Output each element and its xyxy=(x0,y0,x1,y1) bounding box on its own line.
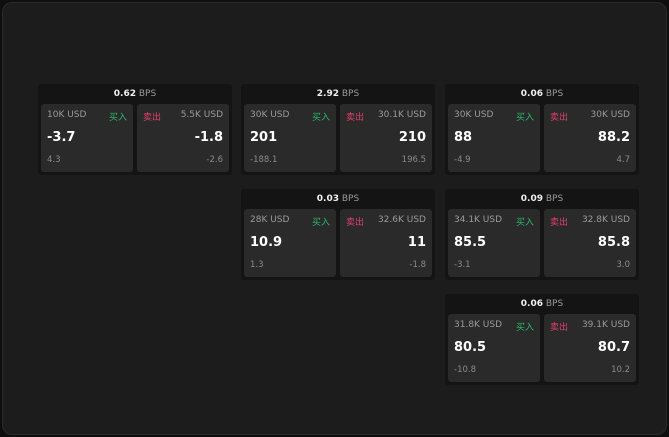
spread-value: 0.06 xyxy=(520,89,543,99)
spread-value: 2.92 xyxy=(316,89,339,99)
buy-label: 买入 xyxy=(311,218,330,228)
buy-label: 买入 xyxy=(108,113,127,123)
bid-price: 10.9 xyxy=(250,235,283,250)
sell-cell[interactable]: 卖出 30.1K USD 210 196.5 xyxy=(340,104,432,172)
spread-value: 0.62 xyxy=(113,89,136,99)
spread-header: 0.62 BPS xyxy=(38,84,232,104)
ask-price: 85.8 xyxy=(597,235,630,250)
ask-price: 80.7 xyxy=(597,340,630,355)
buy-label: 买入 xyxy=(515,323,534,333)
spread-value: 0.06 xyxy=(520,299,543,309)
buy-label: 买入 xyxy=(311,113,330,123)
ask-change: 4.7 xyxy=(616,155,630,165)
buy-label: 买入 xyxy=(515,218,534,228)
spread-header: 0.06 BPS xyxy=(445,294,639,314)
buy-cell[interactable]: 10K USD 买入 -3.7 4.3 xyxy=(41,104,133,172)
bid-change: -188.1 xyxy=(250,155,278,165)
quote-panel: 0.09 BPS 34.1K USD 买入 85.5 -3.1 卖出 32.8K U… xyxy=(445,189,639,280)
spread-unit: BPS xyxy=(341,194,360,204)
ask-price: 210 xyxy=(398,130,426,145)
spread-header: 0.03 BPS xyxy=(241,189,435,209)
bid-size: 10K USD xyxy=(47,110,87,120)
sell-cell[interactable]: 卖出 32.6K USD 11 -1.8 xyxy=(340,209,432,277)
ask-price: 11 xyxy=(407,235,426,250)
ask-change: 10.2 xyxy=(611,365,630,375)
spread-value: 0.09 xyxy=(520,194,543,204)
spread-header: 0.09 BPS xyxy=(445,189,639,209)
ask-change: -2.6 xyxy=(206,155,223,165)
spread-unit: BPS xyxy=(138,89,157,99)
sell-label: 卖出 xyxy=(550,218,569,228)
quote-panel: 0.03 BPS 28K USD 买入 10.9 1.3 卖出 32.6K USD … xyxy=(241,189,435,280)
quote-panel: 0.06 BPS 31.8K USD 买入 80.5 -10.8 卖出 39.1K … xyxy=(445,294,639,385)
bid-size: 28K USD xyxy=(250,215,290,225)
sell-cell[interactable]: 卖出 5.5K USD -1.8 -2.6 xyxy=(137,104,229,172)
sell-cell[interactable]: 卖出 32.8K USD 85.8 3.0 xyxy=(544,209,636,277)
bid-price: 85.5 xyxy=(454,235,487,250)
sell-label: 卖出 xyxy=(143,113,162,123)
bid-size: 34.1K USD xyxy=(454,215,503,225)
ask-size: 30.1K USD xyxy=(377,110,426,120)
buy-cell[interactable]: 30K USD 买入 201 -188.1 xyxy=(244,104,336,172)
ask-change: 196.5 xyxy=(401,155,426,165)
ask-size: 32.6K USD xyxy=(377,215,426,225)
ask-change: 3.0 xyxy=(616,260,630,270)
spread-unit: BPS xyxy=(545,194,564,204)
bid-price: -3.7 xyxy=(47,130,76,145)
bid-change: -3.1 xyxy=(454,260,471,270)
ask-size: 30K USD xyxy=(590,110,630,120)
spread-unit: BPS xyxy=(341,89,360,99)
bid-change: 4.3 xyxy=(47,155,61,165)
bid-change: 1.3 xyxy=(250,260,264,270)
ask-size: 39.1K USD xyxy=(581,320,630,330)
ask-change: -1.8 xyxy=(409,260,426,270)
bid-price: 201 xyxy=(250,130,278,145)
bid-size: 30K USD xyxy=(250,110,290,120)
sell-cell[interactable]: 卖出 39.1K USD 80.7 10.2 xyxy=(544,314,636,382)
bid-size: 30K USD xyxy=(454,110,494,120)
ask-price: -1.8 xyxy=(194,130,223,145)
sell-label: 卖出 xyxy=(346,218,365,228)
ask-size: 32.8K USD xyxy=(581,215,630,225)
buy-cell[interactable]: 30K USD 买入 88 -4.9 xyxy=(448,104,540,172)
spread-value: 0.03 xyxy=(316,194,339,204)
bid-price: 80.5 xyxy=(454,340,487,355)
bid-change: -10.8 xyxy=(454,365,476,375)
buy-label: 买入 xyxy=(515,113,534,123)
bid-price: 88 xyxy=(454,130,473,145)
sell-cell[interactable]: 卖出 30K USD 88.2 4.7 xyxy=(544,104,636,172)
bid-size: 31.8K USD xyxy=(454,320,503,330)
quote-panel: 0.06 BPS 30K USD 买入 88 -4.9 卖出 30K USD 88.… xyxy=(445,84,639,175)
quote-panel: 2.92 BPS 30K USD 买入 201 -188.1 卖出 30.1K US… xyxy=(241,84,435,175)
buy-cell[interactable]: 28K USD 买入 10.9 1.3 xyxy=(244,209,336,277)
spread-unit: BPS xyxy=(545,299,564,309)
ask-size: 5.5K USD xyxy=(180,110,223,120)
buy-cell[interactable]: 34.1K USD 买入 85.5 -3.1 xyxy=(448,209,540,277)
spread-header: 0.06 BPS xyxy=(445,84,639,104)
buy-cell[interactable]: 31.8K USD 买入 80.5 -10.8 xyxy=(448,314,540,382)
quote-panel: 0.62 BPS 10K USD 买入 -3.7 4.3 卖出 5.5K USD -… xyxy=(38,84,232,175)
spread-header: 2.92 BPS xyxy=(241,84,435,104)
ask-price: 88.2 xyxy=(597,130,630,145)
sell-label: 卖出 xyxy=(346,113,365,123)
sell-label: 卖出 xyxy=(550,323,569,333)
spread-unit: BPS xyxy=(545,89,564,99)
bid-change: -4.9 xyxy=(454,155,471,165)
sell-label: 卖出 xyxy=(550,113,569,123)
